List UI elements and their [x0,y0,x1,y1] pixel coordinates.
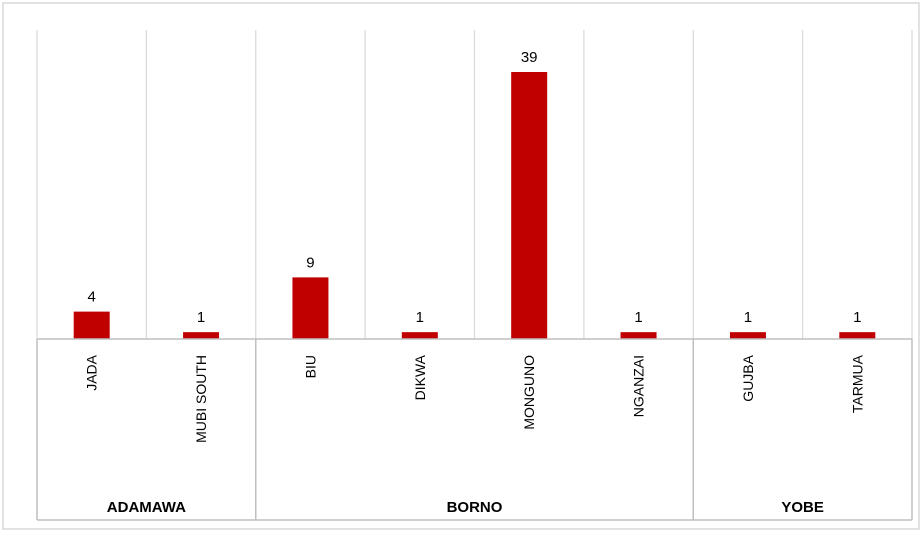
data-label: 1 [853,309,861,326]
data-label: 1 [634,309,642,326]
bar-dikwa [401,332,438,339]
data-label: 4 [88,289,96,306]
bar-monguno [511,72,548,339]
data-label: 39 [521,49,538,66]
data-labels: 4 1 9 1 39 1 1 1 [88,49,862,326]
tick-label: MONGUNO [521,355,537,430]
data-label: 1 [197,309,205,326]
bar-gujba [729,332,766,339]
data-label: 1 [744,309,752,326]
tick-label: JADA [84,354,100,390]
tick-label: BIU [302,355,318,378]
group-label: BORNO [447,499,503,516]
gridlines [36,30,913,339]
bar-mubi-south [183,332,220,339]
bars [73,72,876,339]
category-axis: JADA MUBI SOUTH BIU DIKWA MONGUNO NGANZAI GUJB… [36,338,913,521]
tick-label: GUJBA [740,354,756,401]
group-label: ADAMAWA [107,499,186,516]
data-label: 9 [306,254,314,271]
bar-biu [292,277,329,339]
tick-label: DIKWA [412,354,428,400]
data-label: 1 [416,309,424,326]
bar-nganzai [620,332,657,339]
group-label: YOBE [781,499,824,516]
bar-jada [73,311,110,339]
tick-label: TARMUA [849,354,865,413]
bar-tarmua [839,332,876,339]
chart-frame [2,2,920,530]
tick-label: NGANZAI [631,355,647,417]
tick-label: MUBI SOUTH [193,355,209,443]
